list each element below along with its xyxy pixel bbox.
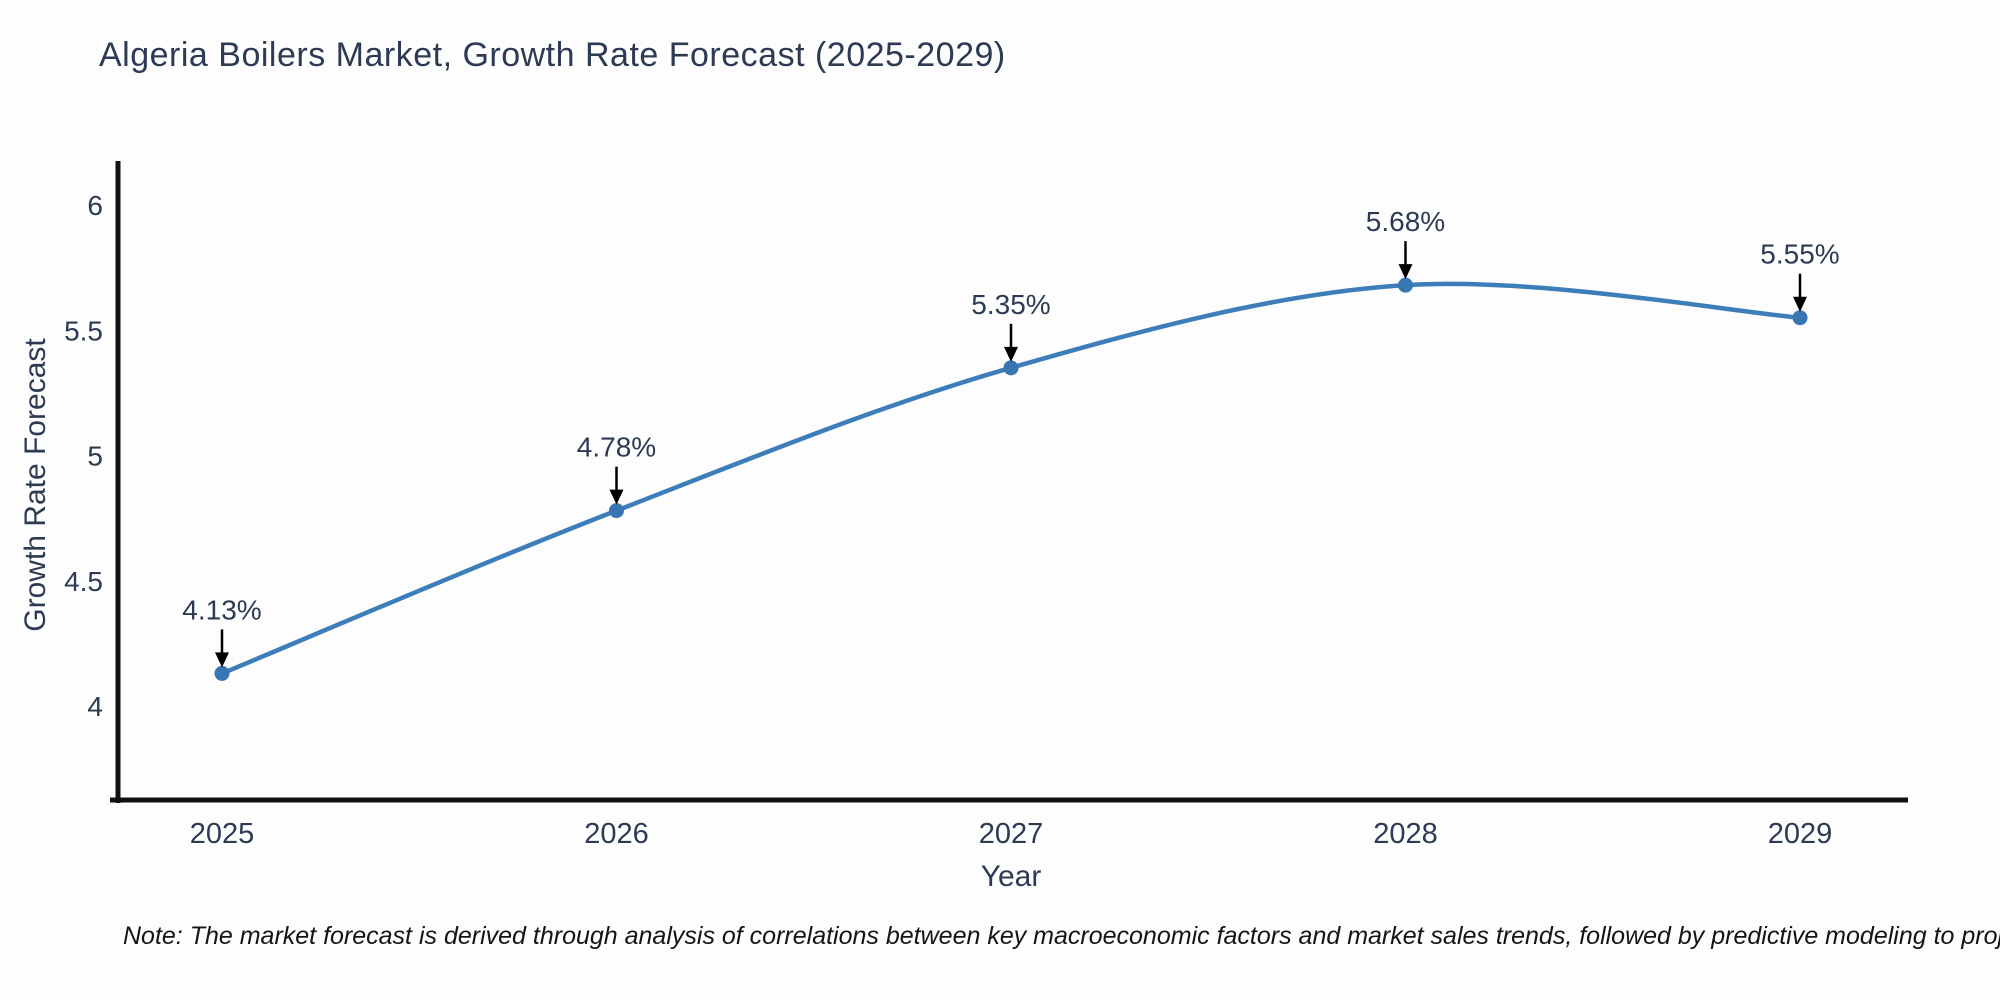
data-point-marker [609,503,624,519]
y-tick-label: 4.5 [64,566,103,597]
data-point-marker [1792,310,1808,326]
x-tick-label: 2029 [1768,818,1833,850]
footnote: Note: The market forecast is derived thr… [123,922,2000,950]
x-axis-tick-labels: 2025 2026 2027 2028 2029 [190,818,1833,850]
annotation-arrowhead-icon [609,489,624,505]
y-tick-label: 6 [87,190,103,221]
x-tick-label: 2028 [1373,818,1438,850]
y-tick-label: 5 [87,441,103,472]
x-tick-label: 2027 [979,818,1044,850]
annotation-arrowhead-icon [1793,296,1807,312]
data-point-marker [1398,277,1413,293]
data-point-label: 5.35% [971,289,1050,320]
x-tick-label: 2025 [190,818,255,850]
chart-title: Algeria Boilers Market, Growth Rate Fore… [99,36,1006,74]
data-point-label: 4.78% [577,432,656,463]
annotation-arrowhead-icon [1004,346,1018,362]
data-point-marker [1003,360,1019,376]
y-axis-tick-labels: 4 4.5 5 5.5 6 [64,190,103,722]
data-point-marker [214,665,230,681]
annotation-arrowhead-icon [215,652,229,668]
data-point-label: 4.13% [182,594,261,625]
data-point-label: 5.55% [1760,239,1839,270]
data-point-label: 5.68% [1366,206,1445,237]
data-point-annotations: 4.13% 4.78% 5.35% 5.68% 5.55% [182,206,1840,668]
y-tick-label: 4 [87,691,103,722]
x-axis-title: Year [980,860,1042,893]
y-tick-label: 5.5 [64,315,103,346]
forecast-line-series [214,277,1808,681]
annotation-arrowhead-icon [1398,264,1413,280]
x-tick-label: 2026 [584,818,649,850]
